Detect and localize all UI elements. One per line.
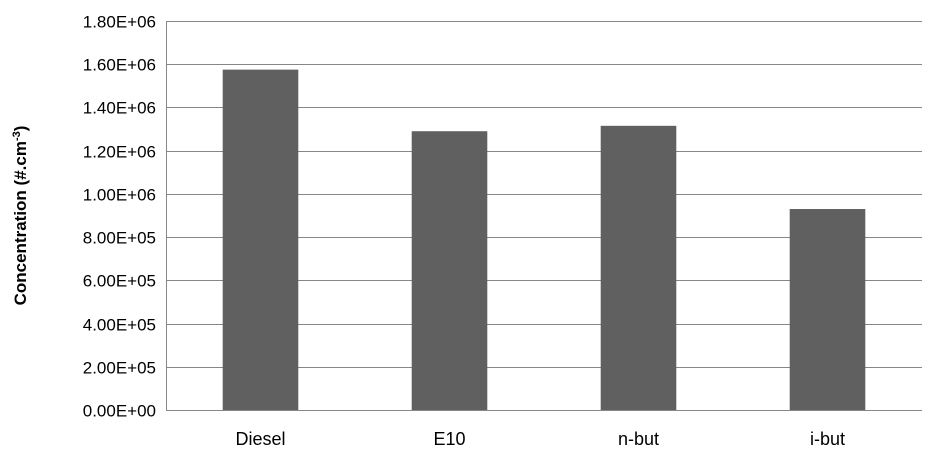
y-tick-label: 4.00E+05 bbox=[83, 316, 156, 335]
y-tick-label: 0.00E+00 bbox=[83, 402, 156, 421]
y-tick-label: 1.80E+06 bbox=[83, 13, 156, 32]
y-tick-labels: 0.00E+00 2.00E+05 4.00E+05 6.00E+05 8.00E+05… bbox=[83, 13, 156, 421]
x-tick-label: E10 bbox=[433, 429, 465, 449]
y-tick-label: 1.40E+06 bbox=[83, 99, 156, 118]
y-tick-label: 1.60E+06 bbox=[83, 56, 156, 75]
y-tick-label: 6.00E+05 bbox=[83, 272, 156, 291]
x-tick-label: i-but bbox=[810, 429, 845, 449]
bar-n-but bbox=[600, 125, 677, 410]
y-axis-title-main: Concentration (#.cm bbox=[11, 141, 30, 305]
y-axis-title-close: ) bbox=[11, 126, 30, 132]
axes bbox=[166, 21, 922, 411]
x-tick-labels: Diesel E10 n-but i-but bbox=[235, 429, 845, 449]
y-tick-label: 8.00E+05 bbox=[83, 229, 156, 248]
bar-e10 bbox=[411, 131, 488, 410]
y-tick-label: 1.00E+06 bbox=[83, 186, 156, 205]
bars bbox=[222, 69, 866, 410]
y-axis-title: Concentration (#.cm-3) bbox=[11, 126, 30, 306]
y-axis-title-superscript: -3 bbox=[11, 131, 23, 141]
y-tick-label: 1.20E+06 bbox=[83, 143, 156, 162]
bar-i-but bbox=[789, 209, 866, 410]
x-tick-label: n-but bbox=[618, 429, 659, 449]
bar-diesel bbox=[222, 69, 299, 410]
x-tick-label: Diesel bbox=[235, 429, 285, 449]
y-tick-label: 2.00E+05 bbox=[83, 359, 156, 378]
